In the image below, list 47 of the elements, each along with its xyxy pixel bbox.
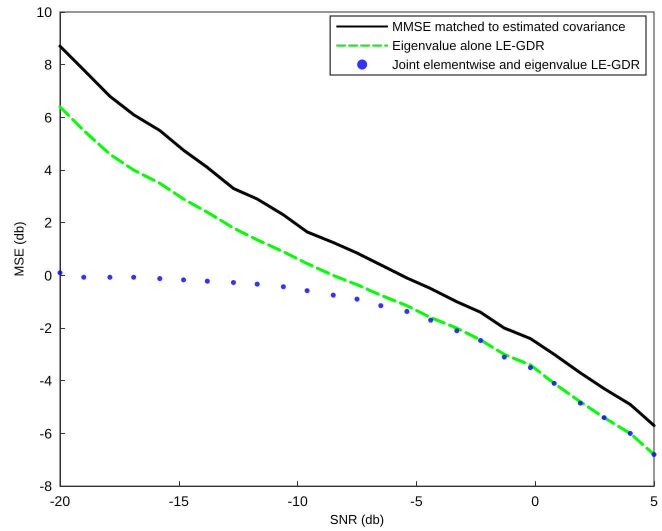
y-tick-label: 8 xyxy=(44,56,52,73)
x-tick-label: -5 xyxy=(410,493,423,510)
point xyxy=(330,292,336,298)
legend-label: Eigenvalue alone LE-GDR xyxy=(392,38,545,53)
point xyxy=(230,280,236,285)
y-axis-title: MSE (db) xyxy=(12,222,27,277)
point xyxy=(280,284,286,290)
y-tick-label: -2 xyxy=(40,320,52,336)
x-tick-label: -20 xyxy=(50,493,70,510)
point xyxy=(528,365,533,370)
y-tick-label: 2 xyxy=(44,214,52,231)
point xyxy=(304,288,310,294)
point xyxy=(502,354,507,360)
point xyxy=(404,308,410,314)
point xyxy=(81,274,86,280)
point xyxy=(602,415,607,420)
y-tick-label: -8 xyxy=(40,478,52,494)
point xyxy=(157,276,162,282)
x-tick-label: -15 xyxy=(168,493,190,510)
point xyxy=(131,274,136,280)
y-tick-label: -6 xyxy=(40,425,52,442)
point xyxy=(454,328,460,334)
y-tick-label: 10 xyxy=(36,4,52,20)
y-tick-label: 6 xyxy=(44,109,52,126)
point xyxy=(552,380,557,386)
x-tick-label: -10 xyxy=(287,493,308,510)
x-axis-title: SNR (db) xyxy=(330,512,384,527)
legend-label: Joint elementwise and eigenvalue LE-GDR xyxy=(392,57,640,72)
y-tick-label: 4 xyxy=(44,162,52,178)
legend-label: MMSE matched to estimated covariance xyxy=(392,19,626,34)
point xyxy=(652,452,656,457)
point xyxy=(58,270,62,276)
point xyxy=(181,277,186,282)
y-tick-label: -4 xyxy=(40,372,52,389)
x-tick-label: 0 xyxy=(531,493,540,510)
point xyxy=(354,296,360,302)
point xyxy=(478,338,484,343)
point xyxy=(428,318,434,323)
point xyxy=(578,400,583,406)
x-tick-label: 5 xyxy=(650,493,658,510)
point xyxy=(254,282,260,287)
line-series xyxy=(58,105,656,456)
y-tick-label: 0 xyxy=(44,267,52,284)
point xyxy=(378,303,384,308)
point xyxy=(204,278,210,284)
point xyxy=(628,430,633,436)
point xyxy=(107,274,112,280)
